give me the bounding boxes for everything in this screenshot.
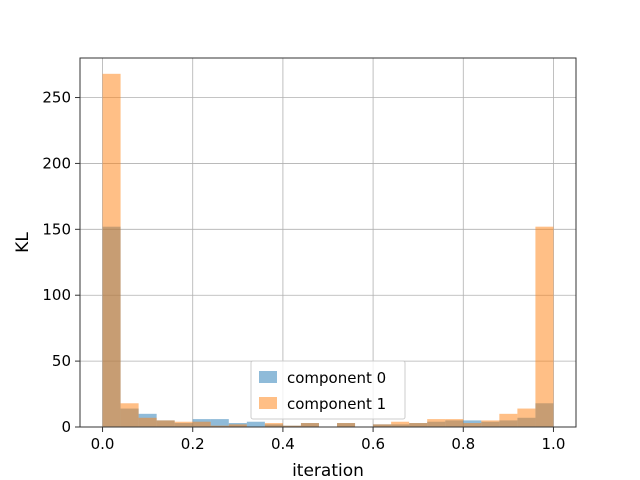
bar-series-1-bin-16 xyxy=(391,421,410,427)
histogram-bars xyxy=(102,73,554,428)
y-axis-label: KL xyxy=(13,232,33,253)
y-tick-label: 50 xyxy=(52,352,71,370)
legend-label-component-1: component 1 xyxy=(287,395,386,413)
bar-series-1-bin-24 xyxy=(535,226,554,427)
x-tick-label: 0.8 xyxy=(451,435,475,453)
y-tick-label: 150 xyxy=(42,220,71,238)
series-1-bars xyxy=(102,73,554,428)
x-tick-label: 0.4 xyxy=(271,435,295,453)
bar-series-1-bin-10 xyxy=(282,425,301,427)
bar-series-1-bin-20 xyxy=(463,423,482,427)
x-tick-label: 1.0 xyxy=(542,435,566,453)
y-tick-label: 100 xyxy=(42,286,71,304)
bar-series-1-bin-6 xyxy=(210,425,229,427)
plot-frame xyxy=(79,57,577,428)
bar-series-1-bin-0 xyxy=(102,73,121,428)
x-axis-label: iteration xyxy=(292,461,364,480)
legend-swatch-component-1 xyxy=(259,397,277,409)
bar-series-1-bin-7 xyxy=(228,424,247,427)
legend-label-component-0: component 0 xyxy=(287,369,386,387)
bar-series-1-bin-4 xyxy=(174,421,193,427)
axis-ticks: 0.0 0.2 0.4 0.6 0.8 1.0 0 50 100 150 200 250 xyxy=(42,89,565,453)
x-tick-label: 0.2 xyxy=(181,435,205,453)
bar-series-1-bin-15 xyxy=(373,424,392,427)
bar-series-1-bin-3 xyxy=(156,420,175,427)
bar-series-1-bin-22 xyxy=(499,413,518,427)
bar-series-1-bin-13 xyxy=(337,423,356,427)
bar-series-1-bin-9 xyxy=(264,423,283,427)
legend: component 0 component 1 xyxy=(250,360,406,420)
bar-series-0-bin-8 xyxy=(246,421,265,427)
y-tick-label: 200 xyxy=(42,154,71,172)
bar-series-1-bin-18 xyxy=(427,419,446,427)
legend-swatch-component-0 xyxy=(259,371,277,383)
bar-series-1-bin-23 xyxy=(517,408,536,427)
legend-box xyxy=(250,360,406,420)
bar-series-1-bin-2 xyxy=(138,417,157,427)
bar-series-1-bin-17 xyxy=(409,423,428,427)
bar-series-1-bin-5 xyxy=(192,421,211,427)
x-tick-label: 0.0 xyxy=(91,435,115,453)
bar-series-1-bin-11 xyxy=(300,423,319,427)
bar-series-0-bin-6 xyxy=(210,419,229,427)
y-tick-label: 250 xyxy=(42,89,71,107)
bar-series-1-bin-19 xyxy=(445,419,464,427)
x-tick-label: 0.6 xyxy=(361,435,385,453)
bar-series-1-bin-1 xyxy=(120,403,139,427)
y-tick-label: 0 xyxy=(61,418,71,436)
bar-series-1-bin-21 xyxy=(481,420,500,427)
